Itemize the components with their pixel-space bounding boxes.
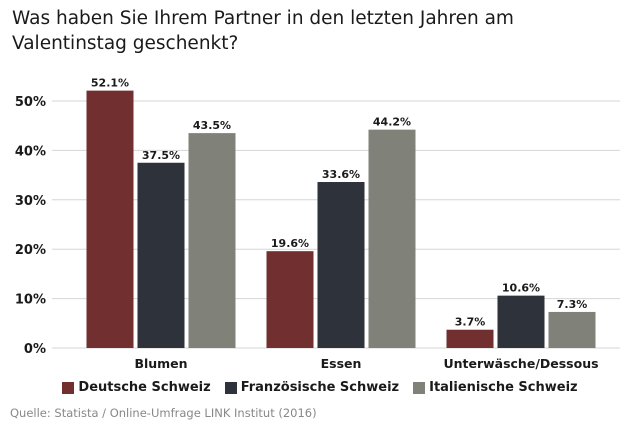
bar [548,311,596,348]
data-label: 3.7% [455,316,486,329]
y-tick-label: 30% [15,194,46,209]
bar [446,329,494,348]
data-label: 43.5% [193,119,231,132]
bar [137,162,185,348]
y-tick-label: 40% [15,144,46,159]
legend-item: Italienische Schweiz [413,380,578,395]
legend-swatch [62,381,75,394]
legend-item: Französische Schweiz [224,380,400,395]
chart-title: Was haben Sie Ihrem Partner in den letzt… [12,8,514,54]
legend-label: Deutsche Schweiz [78,380,211,395]
bar [368,129,416,348]
data-label: 52.1% [91,77,129,90]
legend-item: Deutsche Schweiz [62,380,211,395]
source-note: Quelle: Statista / Online-Umfrage LINK I… [10,406,317,420]
y-tick-label: 20% [15,243,46,258]
legend-label: Italienische Schweiz [429,380,578,395]
data-label: 19.6% [271,237,309,250]
y-tick-label: 10% [15,293,46,308]
data-label: 7.3% [557,298,588,311]
bar [188,133,236,348]
data-label: 33.6% [322,168,360,181]
bar [266,251,314,348]
y-tick-label: 50% [15,95,46,110]
legend-swatch [224,381,237,394]
bar [86,90,134,348]
bar [497,295,545,348]
x-tick-label: Unterwäsche/Dessous [443,356,598,371]
bar [317,182,365,348]
legend-label: Französische Schweiz [240,380,400,395]
y-tick-label: 0% [24,342,46,357]
x-tick-label: Essen [321,356,362,371]
data-label: 44.2% [373,116,411,129]
legend-swatch [413,381,426,394]
legend: Deutsche Schweiz Französische Schweiz Ital… [0,380,640,395]
data-label: 10.6% [502,282,540,295]
x-tick-label: Blumen [134,356,187,371]
data-label: 37.5% [142,149,180,162]
